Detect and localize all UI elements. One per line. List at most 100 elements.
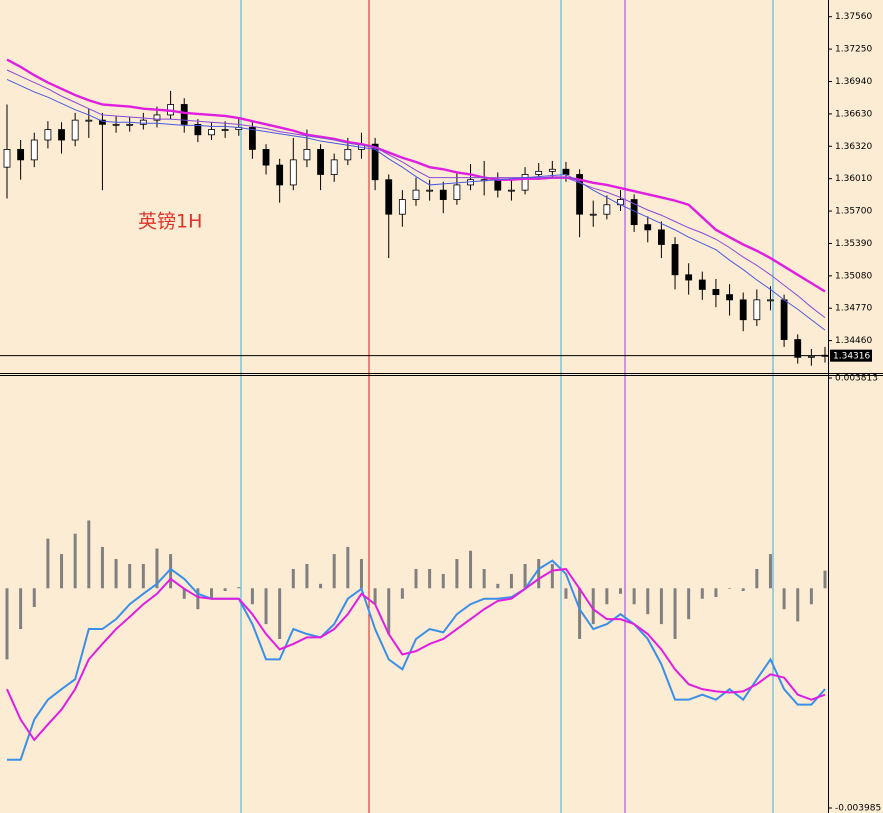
histogram-bar: [414, 568, 418, 589]
histogram-bar: [210, 588, 213, 599]
histogram-bar: [673, 588, 677, 639]
candle-body: [99, 119, 106, 125]
histogram-bar: [564, 588, 568, 599]
candle-body: [589, 213, 597, 216]
candle-body: [344, 149, 352, 161]
macd-line: [6, 567, 826, 742]
y-tick-label: 1.35080: [835, 271, 872, 281]
histogram-bar: [550, 563, 554, 589]
histogram-bar: [823, 570, 827, 589]
histogram-bar: [523, 563, 527, 589]
y-tick-label: 1.35390: [835, 239, 872, 249]
macd-line: [7, 559, 826, 761]
histogram-bar: [278, 588, 282, 639]
histogram-bar: [591, 588, 595, 625]
candle-body: [276, 164, 284, 186]
histogram-bar: [60, 554, 64, 589]
candle-body: [194, 123, 202, 136]
histogram-bar: [332, 554, 336, 589]
histogram-bar: [182, 588, 186, 599]
candle-body: [780, 299, 788, 340]
histogram-bar: [155, 548, 159, 589]
candle-body: [30, 139, 38, 161]
candle-body: [453, 184, 461, 200]
histogram-bar: [687, 588, 691, 620]
candle-body: [180, 104, 188, 125]
y-tick-label: 0.003813: [835, 374, 878, 384]
candle-body: [248, 127, 256, 150]
last-price-label: 1.34316: [833, 352, 870, 362]
histogram-bar: [264, 588, 268, 625]
histogram-bar: [169, 554, 173, 589]
histogram-bar: [387, 588, 391, 635]
candle-body: [221, 129, 229, 131]
histogram-bar: [428, 568, 432, 589]
histogram-bar: [728, 588, 732, 589]
histogram-bar: [305, 563, 309, 589]
candle-body: [753, 299, 761, 321]
candle-body: [685, 274, 693, 281]
histogram-bar: [319, 583, 323, 589]
last-price-box: [830, 349, 872, 362]
histogram-bar: [346, 546, 350, 589]
candle-body: [44, 129, 52, 141]
candle-body: [562, 168, 570, 175]
histogram-bar: [646, 588, 650, 615]
candle-body: [576, 174, 583, 215]
moving-average: [6, 58, 826, 293]
histogram-bar: [100, 546, 104, 589]
histogram-bar: [768, 554, 772, 589]
candle-body: [330, 159, 338, 175]
histogram-bar: [714, 588, 718, 598]
histogram-bar: [373, 588, 377, 605]
histogram-bar: [441, 573, 445, 589]
candle-body: [712, 289, 720, 296]
candle-body: [371, 143, 379, 181]
annotation: 英镑1H: [138, 211, 202, 233]
histogram-bar: [700, 588, 704, 599]
histogram-bar: [809, 588, 813, 605]
histogram-bar: [796, 588, 800, 622]
candle-body: [317, 149, 324, 175]
candle-body: [603, 204, 611, 215]
histogram-bar: [46, 538, 50, 589]
candle-body: [671, 244, 679, 276]
candle-body: [807, 355, 815, 358]
candle-body: [426, 189, 434, 192]
candle-body: [153, 114, 161, 121]
candle-body: [658, 229, 665, 245]
histogram-bar: [196, 588, 200, 610]
histogram-bar: [455, 559, 459, 589]
histogram-bar: [87, 520, 91, 589]
y-tick-label: 1.36010: [835, 174, 872, 184]
y-tick-label: 1.34460: [835, 336, 872, 346]
candle-body: [535, 170, 543, 175]
candle-body: [548, 168, 556, 172]
y-tick-label: 1.36940: [835, 77, 872, 87]
histogram-bar: [32, 588, 36, 608]
histogram-bar: [223, 588, 227, 592]
histogram-bar: [237, 587, 241, 589]
candle-body: [794, 339, 802, 358]
histogram-bar: [755, 568, 759, 589]
candle-body: [208, 129, 215, 136]
candle-body: [385, 179, 393, 215]
moving-average: [6, 69, 826, 319]
histogram-bar: [114, 559, 118, 589]
candle-body: [85, 119, 93, 122]
candle-body: [71, 119, 79, 141]
histogram-bar: [496, 583, 500, 589]
histogram-bar: [73, 533, 77, 589]
candle-body: [3, 149, 11, 168]
session-lines: [240, 0, 774, 813]
histogram-bar: [537, 559, 541, 589]
candle-body: [112, 123, 120, 126]
candle-body: [439, 189, 447, 200]
histogram-bar: [632, 588, 636, 605]
histogram-bar: [605, 588, 609, 605]
histogram-bar: [741, 588, 745, 592]
candle-body: [58, 129, 65, 141]
candle-body: [398, 199, 406, 215]
histogram-bar: [400, 588, 404, 599]
